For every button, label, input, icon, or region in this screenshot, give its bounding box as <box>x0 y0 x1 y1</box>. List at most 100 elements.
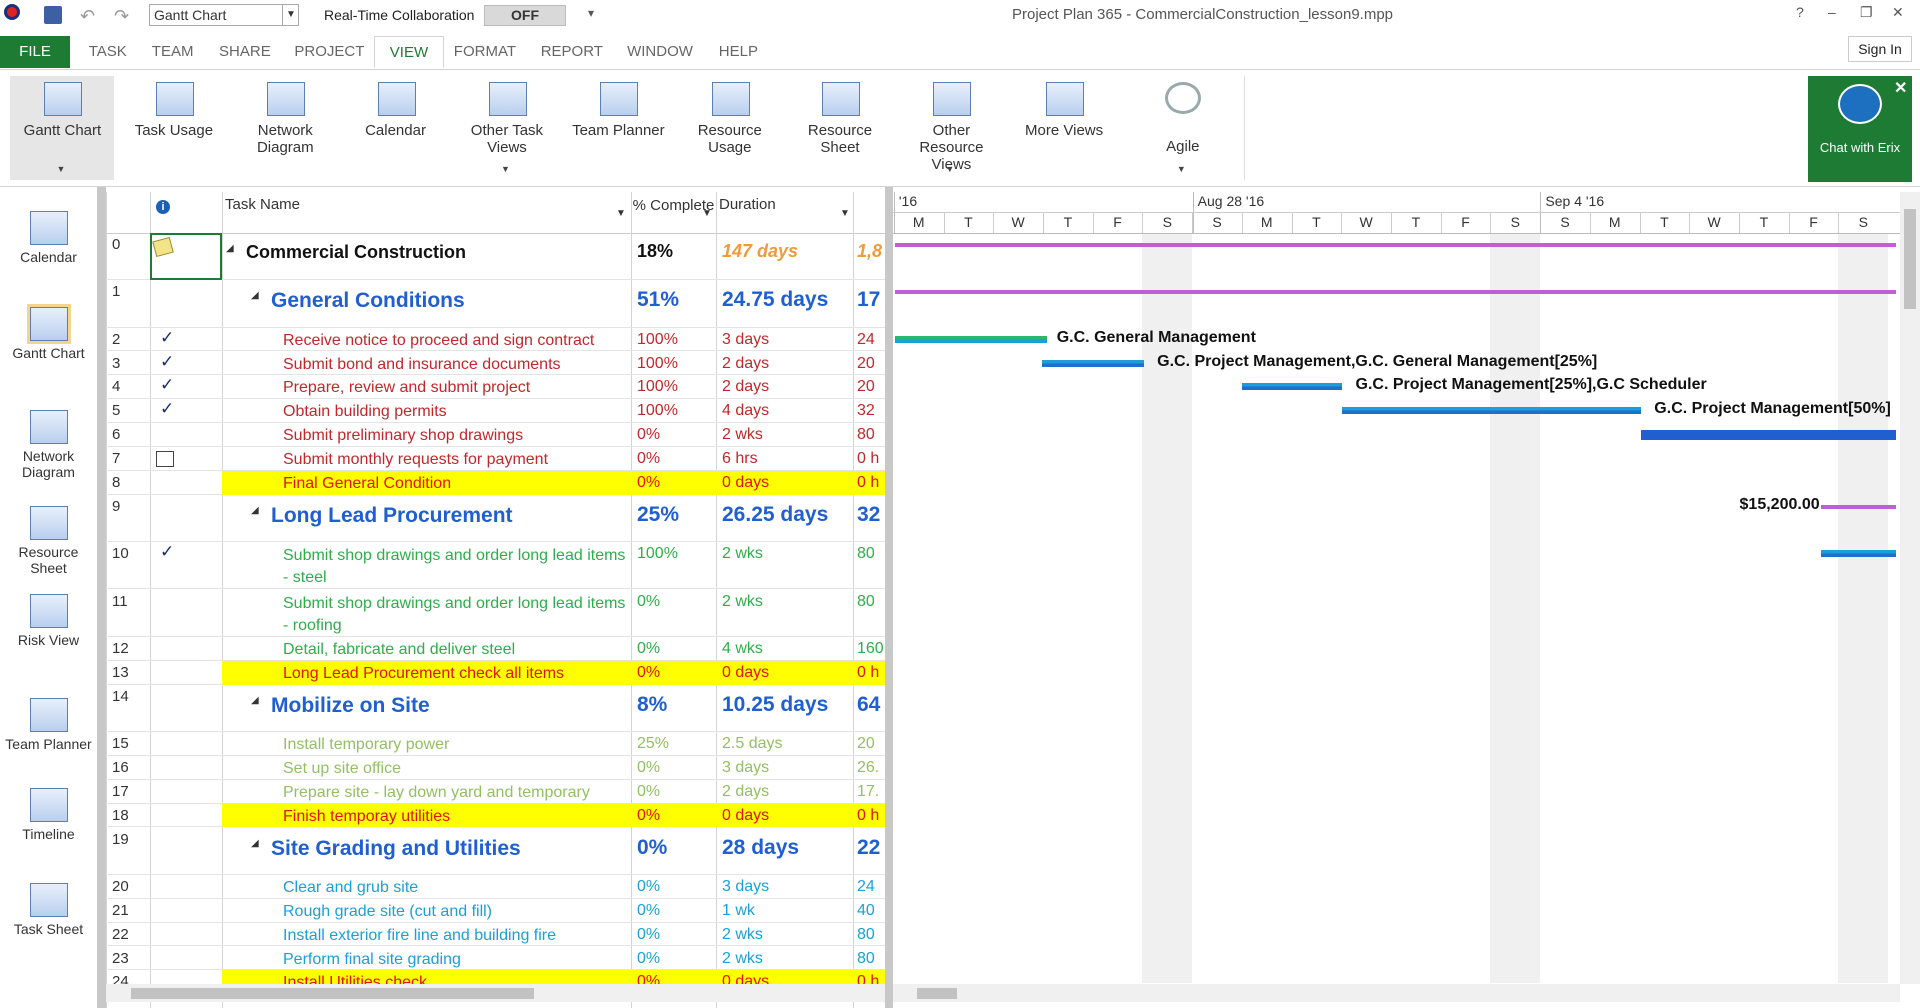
ribbon-button[interactable]: Resource Usage <box>678 76 782 180</box>
column-filter-arrow[interactable]: ▼ <box>840 208 850 219</box>
cost: 20 <box>857 378 875 396</box>
gantt-vscroll-thumb[interactable] <box>1904 209 1916 309</box>
day-label: S <box>1858 214 1868 230</box>
percent-complete: 0% <box>637 901 661 919</box>
task-id: 1 <box>112 283 121 301</box>
view-bar-item[interactable]: Calendar <box>0 205 97 281</box>
view-bar-item[interactable]: Resource Sheet <box>0 500 97 576</box>
view-label: Calendar <box>20 249 77 266</box>
ribbon-label: More Views <box>1025 122 1104 139</box>
task-row: 1 ◢ General Conditions 51% 24.75 days 17 <box>106 280 885 328</box>
ribbon-button[interactable]: Resource Sheet <box>788 76 892 180</box>
menu-tab[interactable]: FILE <box>0 36 70 68</box>
chat-close[interactable]: ✕ <box>1894 80 1908 97</box>
collapse-toggle[interactable]: ◢ <box>226 243 234 254</box>
duration: 10.25 days <box>722 692 829 716</box>
duration: 0 days <box>722 806 770 824</box>
task-row: 19 ◢ Site Grading and Utilities 0% 28 days 22 <box>106 828 885 875</box>
task-name: Prepare, review and submit project <box>283 379 531 397</box>
undo-button[interactable]: ↶ <box>80 6 96 26</box>
day-divider <box>1838 212 1840 233</box>
window-control[interactable]: – <box>1828 4 1836 20</box>
ribbon-label: Other Task Views <box>470 122 544 156</box>
percent-complete: 100% <box>637 545 678 563</box>
chat-button[interactable]: ✕ Chat with Erix <box>1808 76 1912 182</box>
column-header[interactable]: Duration <box>719 196 776 213</box>
percent-complete: 0% <box>637 782 661 800</box>
sign-in-button[interactable]: Sign In <box>1848 36 1912 62</box>
gantt-bar <box>1820 504 1896 509</box>
percent-complete: 8% <box>637 692 668 716</box>
gantt-bar <box>895 290 1896 295</box>
view-bar-item[interactable]: Gantt Chart <box>0 301 97 377</box>
column-filter-arrow[interactable]: ▼ <box>702 208 712 219</box>
ribbon-icon <box>1046 82 1085 116</box>
menu-tab[interactable]: WINDOW <box>627 43 693 60</box>
menu-tab[interactable]: FORMAT <box>453 43 516 60</box>
gantt-header-line <box>893 212 1903 213</box>
view-select[interactable]: Gantt Chart <box>149 4 299 26</box>
view-icon <box>30 409 68 444</box>
ribbon-button[interactable]: Calendar <box>344 76 448 180</box>
bar-label: G.C. Project Management[25%],G.C Schedul… <box>1355 376 1707 394</box>
collapse-toggle[interactable]: ◢ <box>251 694 259 706</box>
window-control[interactable]: ? <box>1796 4 1804 20</box>
column-filter-arrow[interactable]: ▼ <box>616 208 626 219</box>
menu-tab[interactable]: PROJECT <box>294 43 365 60</box>
ribbon-button[interactable]: Team Planner <box>566 76 670 180</box>
ribbon-button[interactable]: Gantt Chart ▼ <box>10 76 115 180</box>
save-button[interactable] <box>44 6 62 24</box>
view-select-arrow[interactable]: ▼ <box>282 5 299 25</box>
menu-tab[interactable]: VIEW <box>373 36 444 68</box>
column-header[interactable]: % Complete <box>632 197 715 214</box>
task-id: 8 <box>112 474 121 491</box>
ribbon: Gantt Chart ▼ Task Usage Network Diagram Cal… <box>0 70 1920 187</box>
ribbon-icon <box>1164 82 1201 114</box>
column-header[interactable]: Task Name <box>225 196 301 213</box>
menu-tab[interactable]: HELP <box>718 43 758 60</box>
collapse-toggle[interactable]: ◢ <box>251 290 259 302</box>
menu-tab[interactable]: REPORT <box>540 43 603 60</box>
ribbon-icon <box>600 82 639 116</box>
view-bar-item[interactable]: Team Planner <box>0 692 97 768</box>
task-id: 12 <box>112 639 129 657</box>
ribbon-button[interactable]: Agile ▼ <box>1131 76 1235 180</box>
view-bar-item[interactable]: Timeline <box>0 782 97 858</box>
menu-tab[interactable]: TASK <box>88 43 127 60</box>
task-id: 0 <box>112 236 121 253</box>
ribbon-button[interactable]: More Views <box>1012 76 1116 180</box>
redo-button[interactable]: ↷ <box>114 6 130 26</box>
menu-tab[interactable]: SHARE <box>219 43 271 60</box>
gantt-hscroll-thumb[interactable] <box>917 988 957 999</box>
gantt-bar <box>1042 359 1144 367</box>
task-row: 21 Rough grade site (cut and fill) 0% 1 wk 4… <box>106 899 885 923</box>
duration: 6 hrs <box>722 450 758 468</box>
task-name: Install temporary power <box>283 735 450 753</box>
duration: 2 wks <box>722 592 763 610</box>
task-table: i Task Name % Complete Duration ▼ ▼ ▼ 0 ◢ Commerc… <box>106 187 885 1008</box>
ribbon-button[interactable]: Network Diagram <box>233 76 337 180</box>
ribbon-icon <box>711 82 750 116</box>
column-divider <box>631 192 632 1008</box>
ribbon-button[interactable]: Other Task Views ▼ <box>455 76 559 180</box>
collapse-toggle[interactable]: ◢ <box>251 504 259 516</box>
ribbon-label: Team Planner <box>572 122 665 139</box>
collapse-toggle[interactable]: ◢ <box>251 837 259 849</box>
gantt-hscroll <box>893 984 1900 1002</box>
menu-tab[interactable]: TEAM <box>151 43 194 60</box>
view-bar-item[interactable]: Network Diagram <box>0 404 97 480</box>
window-control[interactable]: ✕ <box>1892 4 1904 20</box>
table-hscroll-thumb[interactable] <box>131 988 534 999</box>
ribbon-button[interactable]: Other Resource Views ▼ <box>899 76 1003 180</box>
view-bar-item[interactable]: Risk View <box>0 588 97 664</box>
chat-label: Chat with Erix <box>1819 140 1901 155</box>
window-title: Project Plan 365 - CommercialConstructio… <box>1012 6 1394 23</box>
collab-toggle[interactable]: OFF <box>484 5 566 26</box>
view-bar-item[interactable]: Task Sheet <box>0 877 97 953</box>
ribbon-button[interactable]: Task Usage <box>122 76 226 180</box>
task-name: Site Grading and Utilities <box>271 836 521 860</box>
qat-dropdown[interactable]: ▾ <box>588 6 595 20</box>
task-name: Set up site office <box>283 759 401 777</box>
task-id: 3 <box>112 354 121 372</box>
window-control[interactable]: ❐ <box>1860 4 1873 20</box>
